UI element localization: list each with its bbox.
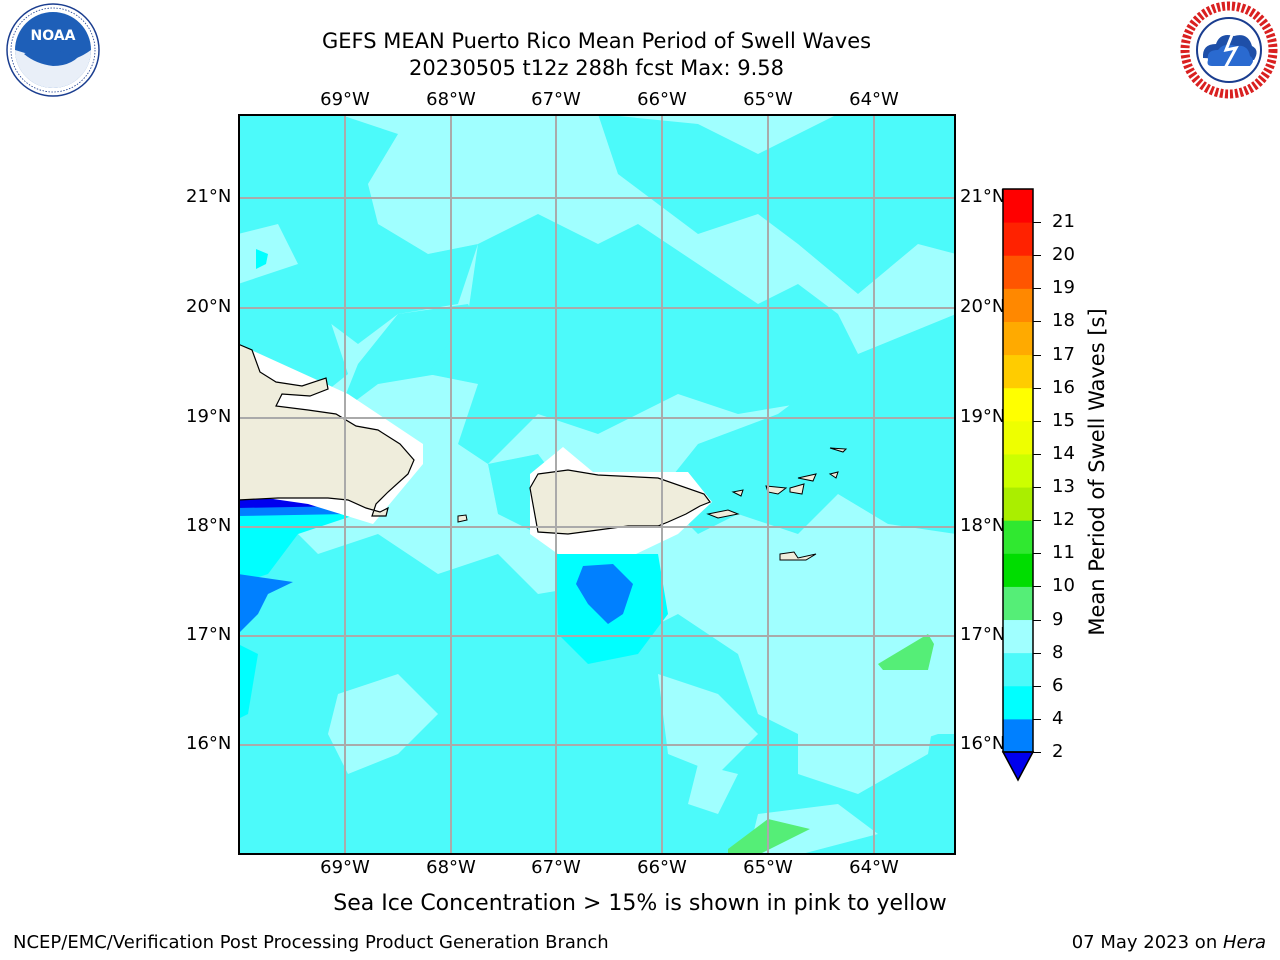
footer-date-text: 07 May 2023 on [1071,932,1223,953]
lon-label-bottom: 65°W [743,857,793,878]
contour-8-9s-south [328,674,938,855]
colorbar-band [1003,420,1033,455]
lat-label-right: 17°N [960,624,1006,645]
colorbar-tick-mark [1033,387,1041,389]
footer-machine: Hera [1222,932,1266,953]
map-frame [238,114,956,855]
colorbar-band [1003,553,1033,587]
lon-label-top: 66°W [637,89,687,110]
lon-label-bottom: 66°W [637,857,687,878]
colorbar-tick-mark [1033,453,1041,455]
lon-label-bottom: 68°W [426,857,476,878]
swell-period-map [238,114,956,855]
colorbar-tick-mark [1033,288,1041,290]
colorbar-tick-mark [1033,586,1041,588]
colorbar-band [1003,586,1033,621]
colorbar-band [1003,189,1033,223]
colorbar-tick-label: 10 [1052,575,1075,597]
colorbar-tick-label: 6 [1052,674,1064,696]
colorbar-band [1003,652,1033,687]
colorbar-tick-label: 11 [1052,542,1075,564]
colorbar-tick-label: 9 [1052,608,1064,630]
noaa-logo: NOAA [6,3,100,97]
colorbar-band [1003,520,1033,554]
colorbar-tick-mark [1033,321,1041,323]
footer-credit: NCEP/EMC/Verification Post Processing Pr… [13,932,609,953]
puerto-rico-land [529,469,711,535]
colorbar-band [1003,222,1033,256]
lat-label-right: 18°N [960,515,1006,536]
lat-label-left: 16°N [186,733,232,754]
colorbar-band [1003,321,1033,356]
colorbar-tick-label: 21 [1052,211,1075,233]
colorbar-band [1003,685,1033,720]
colorbar-band [1003,619,1033,654]
colorbar-band [1003,354,1033,389]
colorbar-tick-labels: 2 4 6 8 9 10 11 12 13 14 15 16 17 18 19 20 21 [1033,186,1093,786]
colorbar-tick-mark [1033,487,1041,489]
graticule [238,114,956,855]
colorbar-under-triangle [1001,751,1035,782]
colorbar-outline [1002,188,1034,753]
lat-label-right: 20°N [960,296,1006,317]
colorbar-tick-label: 2 [1052,741,1064,762]
lon-label-top: 68°W [426,89,476,110]
title-line-1: GEFS MEAN Puerto Rico Mean Period of Swe… [321,29,872,53]
colorbar-band [1003,255,1033,289]
colorbar-tick-label: 12 [1052,509,1075,531]
nws-logo [1180,1,1278,99]
colorbar-tick-label: 8 [1052,641,1064,663]
noaa-logo-text: NOAA [31,28,76,44]
sea-ice-note: Sea Ice Concentration > 15% is shown in … [333,891,947,916]
lon-label-bottom: 64°W [849,857,899,878]
colorbar-tick-label: 4 [1052,707,1064,729]
colorbar-tick-label: 17 [1052,343,1075,365]
colorbar-tick-label: 19 [1052,277,1075,299]
colorbar [1001,188,1035,782]
colorbar-tick-mark [1033,354,1041,356]
hispaniola-land [238,343,415,517]
colorbar-band [1003,288,1033,322]
colorbar-tick-mark [1033,685,1041,687]
lat-label-left: 17°N [186,624,232,645]
colorbar-tick-label: 15 [1052,409,1075,431]
lon-label-bottom: 67°W [531,857,581,878]
lon-label-bottom: 69°W [320,857,370,878]
colorbar-tick-label: 14 [1052,442,1075,464]
colorbar-tick-mark [1033,520,1041,522]
lat-label-left: 18°N [186,515,232,536]
lon-label-top: 65°W [743,89,793,110]
lat-label-right: 16°N [960,733,1006,754]
colorbar-tick-mark [1033,553,1041,555]
colorbar-tick-mark [1033,222,1041,224]
colorbar-band [1003,718,1033,753]
colorbar-tick-mark [1033,752,1041,753]
title-line-2: 20230505 t12z 288h fcst Max: 9.58 [409,56,784,80]
colorbar-label: Mean Period of Swell Waves [s] [1085,308,1109,636]
lat-label-right: 21°N [960,186,1006,207]
lon-label-top: 69°W [320,89,370,110]
colorbar-tick-label: 18 [1052,310,1075,332]
colorbar-tick-mark [1033,652,1041,654]
colorbar-tick-mark [1033,619,1041,621]
colorbar-tick-mark [1033,718,1041,720]
colorbar-band [1003,487,1033,521]
colorbar-tick-label: 20 [1052,244,1075,266]
lon-label-top: 67°W [531,89,581,110]
lon-label-top: 64°W [849,89,899,110]
colorbar-band [1003,453,1033,488]
colorbar-tick-label: 13 [1052,476,1075,498]
footer-date: 07 May 2023 on Hera [1072,932,1266,953]
lat-label-left: 21°N [186,186,232,207]
colorbar-tick-label: 16 [1052,376,1075,398]
contour-6-8s [238,114,956,855]
lat-label-right: 19°N [960,406,1006,427]
lat-label-left: 19°N [186,406,232,427]
colorbar-band [1003,387,1033,422]
colorbar-tick-mark [1033,255,1041,257]
lat-label-left: 20°N [186,296,232,317]
colorbar-tick-mark [1033,420,1041,422]
